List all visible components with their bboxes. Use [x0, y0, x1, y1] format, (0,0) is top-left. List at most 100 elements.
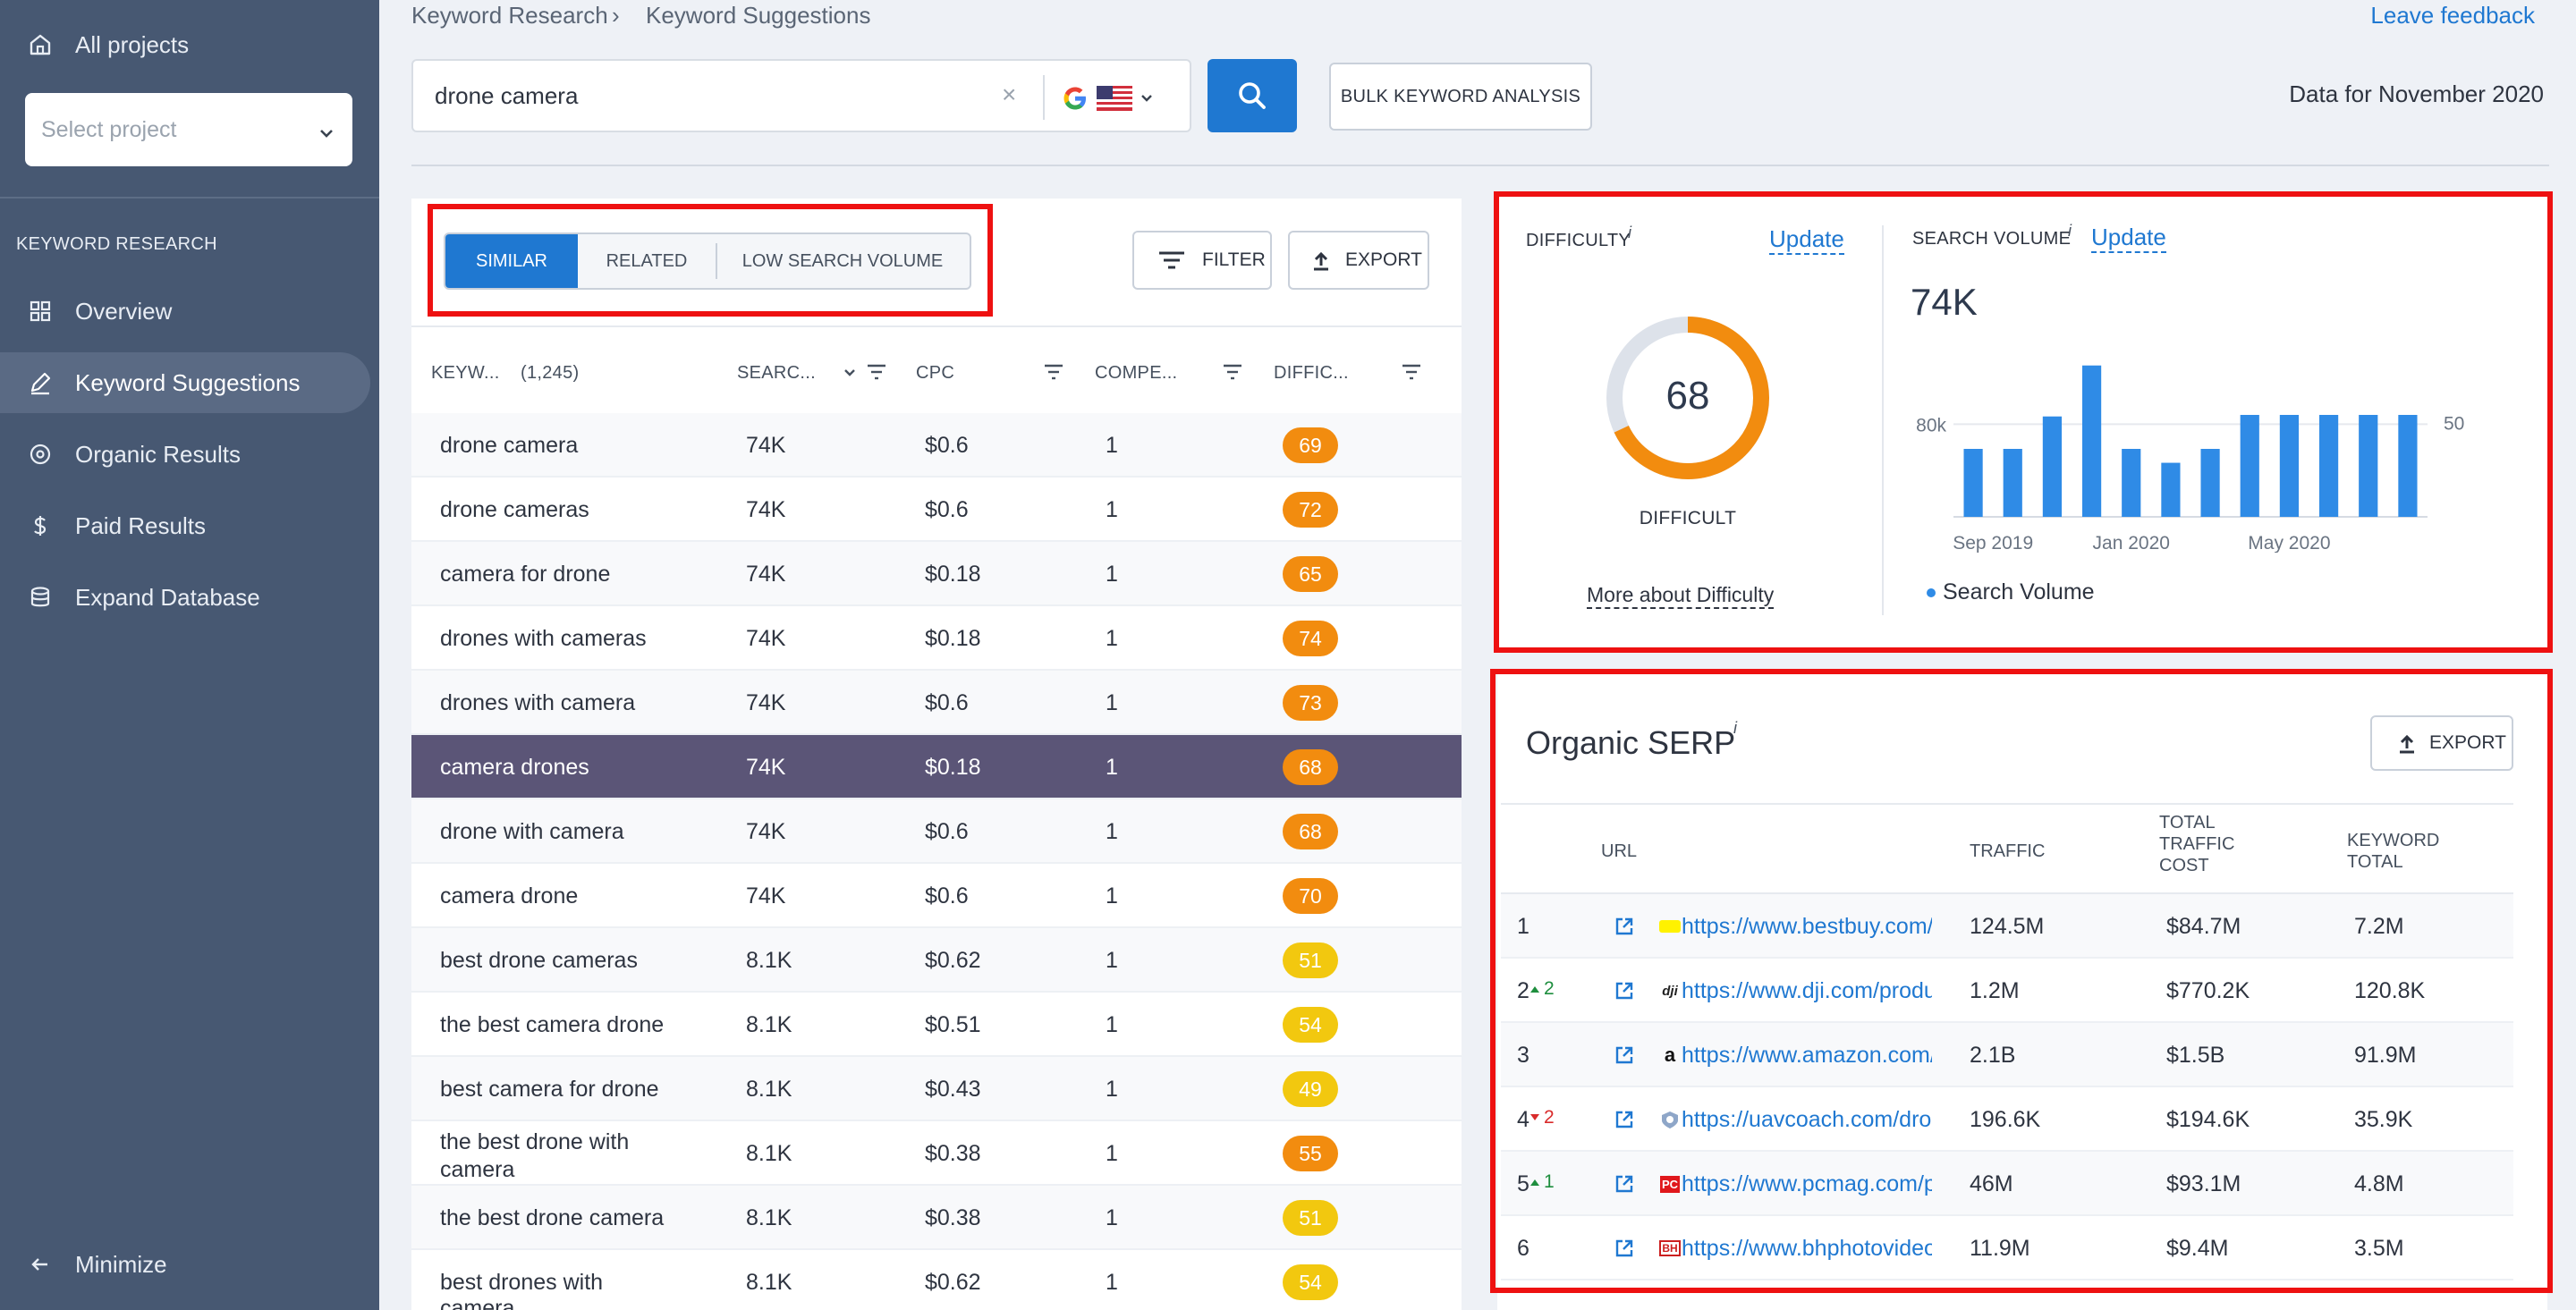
- col-competition[interactable]: COMPE...: [1095, 363, 1178, 383]
- serp-url-link[interactable]: https://www.pcmag.com/picks/the-best-dro…: [1682, 1171, 1932, 1196]
- keyword-cell[interactable]: best drones with camera: [440, 1270, 604, 1310]
- search-engine-selector[interactable]: [1061, 82, 1182, 114]
- table-row[interactable]: camera for drone 74K $0.18 1 65: [411, 542, 1462, 606]
- table-row[interactable]: drone camera 74K $0.6 1 69: [411, 413, 1462, 478]
- external-link-icon[interactable]: [1614, 916, 1635, 937]
- serp-row[interactable]: 51 PChttps://www.pcmag.com/picks/the-best…: [1501, 1152, 2513, 1216]
- keyword-metrics-card: DIFFICULTY i Update 68 DIFFICULT More ab…: [1497, 195, 2547, 649]
- keyword-search-input[interactable]: drone camera: [435, 82, 579, 109]
- edit-icon: [25, 368, 55, 398]
- external-link-icon[interactable]: [1614, 980, 1635, 1002]
- more-about-difficulty-link[interactable]: More about Difficulty: [1587, 583, 1775, 609]
- serp-url-link[interactable]: https://uavcoach.com/drone-with-camera: [1682, 1107, 1932, 1132]
- tab-related[interactable]: RELATED: [606, 250, 688, 271]
- difficulty-update-link[interactable]: Update: [1769, 225, 1844, 255]
- cpc-cell: $0.38: [925, 1205, 981, 1230]
- column-filter-icon[interactable]: [1043, 363, 1064, 381]
- table-row[interactable]: the best drone with camera 8.1K $0.38 1 55: [411, 1121, 1462, 1186]
- sort-desc-icon[interactable]: [843, 367, 857, 379]
- keyword-cell[interactable]: camera drones: [440, 755, 589, 780]
- keyword-cell[interactable]: the best camera drone: [440, 1012, 665, 1037]
- minimize-button[interactable]: Minimize: [0, 1234, 370, 1295]
- table-row[interactable]: best drones with camera 8.1K $0.62 1 54: [411, 1250, 1462, 1310]
- col-cpc[interactable]: CPC: [916, 363, 955, 383]
- serp-row[interactable]: 3 a https://www.amazon.com/drone-camera 2.1…: [1501, 1023, 2513, 1087]
- keyword-cell[interactable]: drone with camera: [440, 819, 624, 844]
- export-keywords-button[interactable]: EXPORT: [1288, 231, 1429, 290]
- search-volume-cell: 74K: [746, 626, 786, 651]
- column-filter-icon[interactable]: [866, 363, 887, 381]
- search-button[interactable]: [1208, 59, 1297, 132]
- col-total-traffic-cost: TOTAL TRAFFIC COST: [2159, 812, 2234, 876]
- table-row[interactable]: best camera for drone 8.1K $0.43 1 49: [411, 1057, 1462, 1121]
- serp-url-link[interactable]: https://www.dji.com/products/camera-dron…: [1682, 978, 1932, 1003]
- organic-serp-info-icon[interactable]: i: [1733, 719, 1737, 737]
- column-filter-icon[interactable]: [1222, 363, 1243, 381]
- table-row[interactable]: drone cameras 74K $0.6 1 72: [411, 478, 1462, 542]
- keyword-cell[interactable]: best camera for drone: [440, 1077, 659, 1102]
- keyword-cell[interactable]: drone camera: [440, 433, 579, 458]
- traffic-cell: 11.9M: [1970, 1236, 2030, 1261]
- volume-bar: [2161, 462, 2181, 517]
- search-volume-info-icon[interactable]: i: [2068, 222, 2072, 240]
- rank-up-indicator: 2: [1530, 978, 1555, 1000]
- keyword-cell[interactable]: camera drone: [440, 883, 579, 909]
- competition-cell: 1: [1106, 948, 1118, 973]
- keyword-cell[interactable]: drones with camera: [440, 690, 636, 715]
- table-row[interactable]: drones with cameras 74K $0.18 1 74: [411, 606, 1462, 671]
- table-row[interactable]: drones with camera 74K $0.6 1 73: [411, 671, 1462, 735]
- serp-row[interactable]: 42 https://uavcoach.com/drone-with-camera…: [1501, 1087, 2513, 1152]
- organic-serp-card: Organic SERP i EXPORT URL TRAFFIC TOTAL …: [1497, 672, 2547, 1310]
- sidebar-item-organic-results[interactable]: Organic Results: [0, 424, 370, 485]
- table-row[interactable]: the best drone camera 8.1K $0.38 1 51: [411, 1186, 1462, 1250]
- difficulty-info-icon[interactable]: i: [1628, 224, 1631, 241]
- filter-button[interactable]: FILTER: [1132, 231, 1272, 290]
- cpc-cell: $0.18: [925, 562, 981, 587]
- table-row[interactable]: best drone cameras 8.1K $0.62 1 51: [411, 928, 1462, 993]
- rank-position: 6: [1517, 1236, 1530, 1261]
- sidebar-item-keyword-suggestions[interactable]: Keyword Suggestions: [0, 352, 370, 413]
- competition-cell: 1: [1106, 1270, 1118, 1295]
- serp-row[interactable]: 22 djihttps://www.dji.com/products/camera…: [1501, 959, 2513, 1023]
- sidebar-item-expand-database[interactable]: Expand Database: [0, 567, 370, 628]
- table-row[interactable]: camera drones 74K $0.18 1 68: [411, 735, 1462, 799]
- col-keyword[interactable]: KEYW...: [431, 363, 500, 383]
- export-serp-button[interactable]: EXPORT: [2370, 715, 2513, 771]
- keyword-cell[interactable]: best drone cameras: [440, 948, 638, 973]
- leave-feedback-link[interactable]: Leave feedback: [2370, 2, 2535, 29]
- serp-url-link[interactable]: https://www.bhphotovideo.com/drones: [1682, 1236, 1932, 1261]
- sidebar-item-overview[interactable]: Overview: [0, 281, 370, 342]
- col-search-volume[interactable]: SEARC...: [737, 363, 816, 383]
- external-link-icon[interactable]: [1614, 1238, 1635, 1259]
- table-row[interactable]: drone with camera 74K $0.6 1 68: [411, 799, 1462, 864]
- clear-search-icon[interactable]: ×: [1002, 80, 1017, 108]
- tab-similar[interactable]: SIMILAR: [445, 234, 578, 288]
- column-filter-icon[interactable]: [1401, 363, 1422, 381]
- all-projects-link[interactable]: All projects: [0, 14, 370, 75]
- keyword-cell[interactable]: drone cameras: [440, 497, 589, 522]
- table-row[interactable]: camera drone 74K $0.6 1 70: [411, 864, 1462, 928]
- col-difficulty[interactable]: DIFFIC...: [1274, 363, 1349, 383]
- difficulty-badge: 69: [1283, 427, 1338, 463]
- tab-low-search-volume[interactable]: LOW SEARCH VOLUME: [741, 250, 944, 271]
- keyword-cell[interactable]: the best drone camera: [440, 1205, 665, 1230]
- bulk-keyword-analysis-button[interactable]: BULK KEYWORD ANALYSIS: [1329, 63, 1592, 131]
- breadcrumb-keyword-research[interactable]: Keyword Research: [411, 2, 608, 29]
- legend-dot: [1927, 588, 1936, 597]
- keyword-cell[interactable]: camera for drone: [440, 562, 611, 587]
- table-row[interactable]: the best camera drone 8.1K $0.51 1 54: [411, 993, 1462, 1057]
- external-link-icon[interactable]: [1614, 1109, 1635, 1130]
- external-link-icon[interactable]: [1614, 1173, 1635, 1195]
- sidebar-item-paid-results[interactable]: Paid Results: [0, 495, 370, 556]
- search-volume-update-link[interactable]: Update: [2091, 224, 2166, 253]
- serp-url-link[interactable]: https://www.amazon.com/drone-camera: [1682, 1043, 1932, 1068]
- keyword-cell[interactable]: drones with cameras: [440, 626, 647, 651]
- serp-row[interactable]: 1 https://www.bestbuy.com/site/drones 124.…: [1501, 894, 2513, 959]
- cpc-cell: $0.6: [925, 433, 969, 458]
- sidebar: All projects Select project KEYWORD RESE…: [0, 0, 379, 1310]
- serp-url-link[interactable]: https://www.bestbuy.com/site/drones: [1682, 914, 1932, 939]
- project-select[interactable]: Select project: [25, 93, 352, 166]
- keyword-cell[interactable]: the best drone with camera: [440, 1129, 630, 1182]
- external-link-icon[interactable]: [1614, 1044, 1635, 1066]
